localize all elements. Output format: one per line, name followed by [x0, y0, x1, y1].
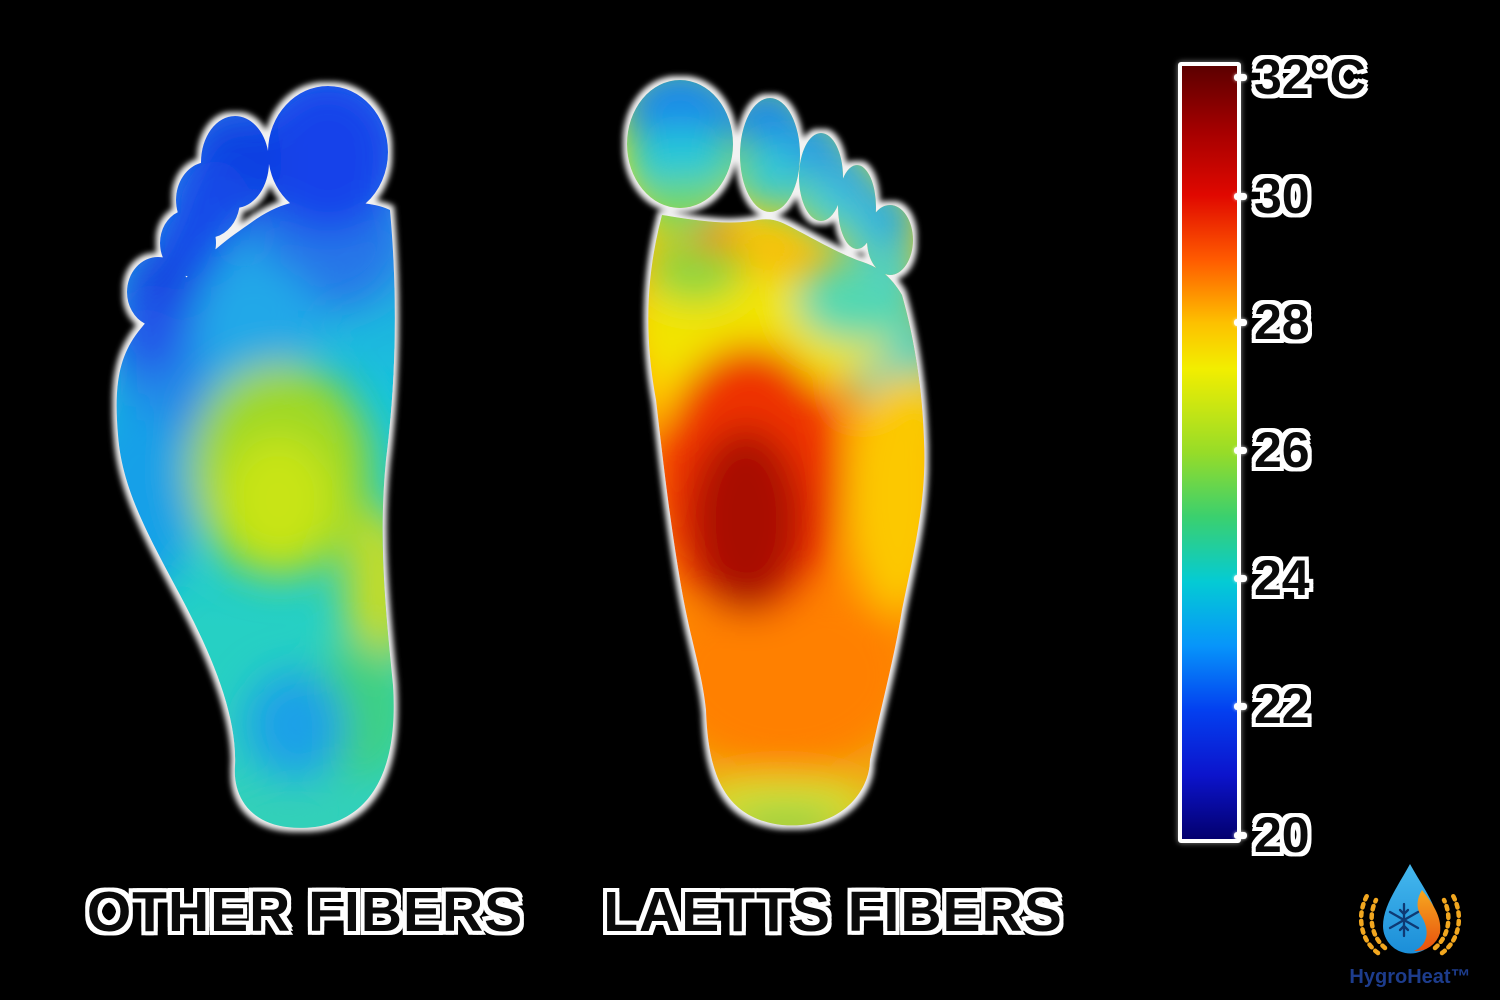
thermal-foot-laetts-fibers: [627, 80, 925, 826]
foot-silhouette-right: [627, 80, 925, 826]
thermal-foot-other-fibers: [116, 86, 395, 828]
colorbar-label-20: 20: [1254, 807, 1310, 863]
logo-brand-text: HygroHeat™: [1349, 966, 1470, 988]
panel-label-other-fibers: OTHER FIBERS: [86, 880, 524, 944]
colorbar-tick: [1234, 319, 1247, 326]
temperature-colorbar: [1178, 62, 1247, 843]
hygroheat-logo: HygroHeat™: [1349, 864, 1471, 988]
colorbar-label-30: 30: [1254, 168, 1310, 224]
laurel-wreath-icon: [1359, 891, 1461, 956]
colorbar-tick: [1234, 447, 1247, 454]
colorbar-tick: [1234, 74, 1247, 81]
panel-label-laetts-fibers: LAETTS FIBERS: [603, 880, 1063, 944]
snowflake-icon: [1388, 902, 1420, 938]
colorbar-tick: [1234, 193, 1247, 200]
foot-left-thermal-spots: [116, 86, 395, 828]
colorbar-gradient: [1178, 62, 1241, 843]
flame-icon: [1414, 890, 1441, 952]
water-drop-icon: [1383, 864, 1438, 954]
foot-right-thermal-spots: [627, 80, 925, 826]
colorbar-label-28: 28: [1254, 294, 1310, 350]
colorbar-label-22: 22: [1254, 678, 1310, 734]
colorbar-label-24: 24: [1254, 550, 1310, 606]
foot-silhouette-left: [116, 86, 395, 828]
colorbar-tick: [1234, 832, 1247, 839]
colorbar-tick: [1234, 575, 1247, 582]
colorbar-label-32c: 32°C: [1254, 49, 1366, 105]
colorbar-tick: [1234, 703, 1247, 710]
colorbar-label-26: 26: [1254, 422, 1310, 478]
